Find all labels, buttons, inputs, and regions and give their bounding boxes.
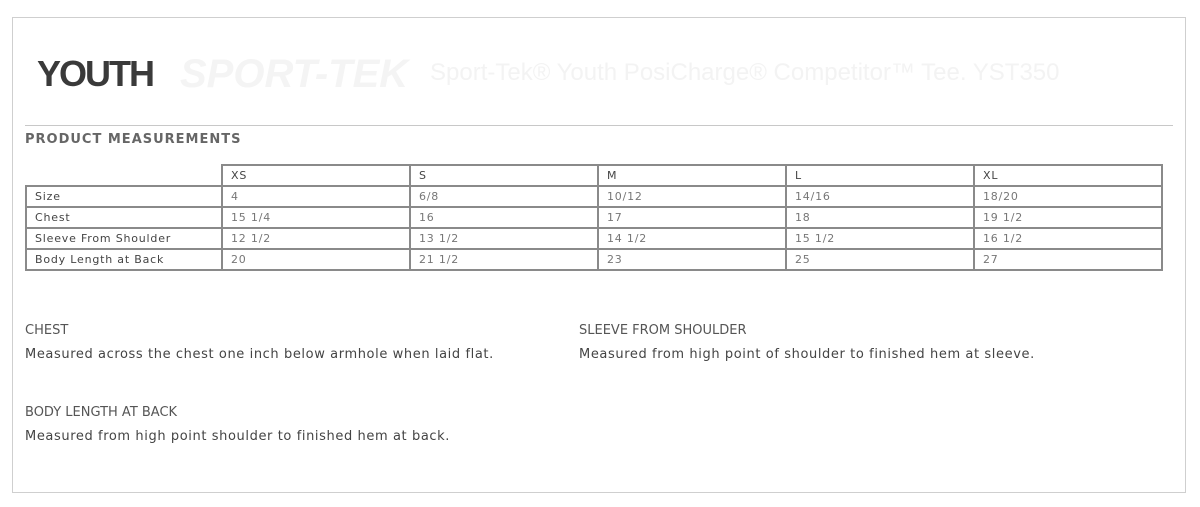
note-title: SLEEVE FROM SHOULDER <box>579 323 747 338</box>
row-label: Body Length at Back <box>25 248 223 271</box>
table-cell: 14/16 <box>785 185 975 208</box>
table-cell: 16 <box>409 206 599 229</box>
table-cell: 15 1/2 <box>785 227 975 250</box>
column-header: XL <box>973 164 1163 187</box>
table-row: Sleeve From Shoulder 12 1/2 13 1/2 14 1/… <box>25 227 1163 250</box>
note-sleeve: SLEEVE FROM SHOULDER Measured from high … <box>579 323 1035 362</box>
product-title: Sport-Tek® Youth PosiCharge® Competitor™… <box>430 59 1060 86</box>
note-chest: CHEST Measured across the chest one inch… <box>25 323 494 362</box>
table-cell: 25 <box>785 248 975 271</box>
note-text: Measured from high point of shoulder to … <box>579 347 1035 362</box>
brand-logo-watermark: SPORT-TEK <box>180 52 409 96</box>
table-cell: 16 1/2 <box>973 227 1163 250</box>
table-cell: 6/8 <box>409 185 599 208</box>
divider <box>25 125 1173 126</box>
table-cell: 14 1/2 <box>597 227 787 250</box>
table-row: Chest 15 1/4 16 17 18 19 1/2 <box>25 206 1163 229</box>
measurements-table: XS S M L XL Size 4 6/8 10/12 14/16 18/20… <box>25 164 1163 271</box>
column-header: XS <box>221 164 411 187</box>
table-header-row: XS S M L XL <box>26 164 1163 187</box>
note-title: CHEST <box>25 323 69 338</box>
table-cell: 18 <box>785 206 975 229</box>
section-title: PRODUCT MEASUREMENTS <box>25 132 242 147</box>
row-label: Sleeve From Shoulder <box>25 227 223 250</box>
table-cell: 19 1/2 <box>973 206 1163 229</box>
table-cell: 10/12 <box>597 185 787 208</box>
table-cell: 17 <box>597 206 787 229</box>
table-row: Body Length at Back 20 21 1/2 23 25 27 <box>25 248 1163 271</box>
column-header: L <box>785 164 975 187</box>
table-cell: 12 1/2 <box>221 227 411 250</box>
table-cell: 18/20 <box>973 185 1163 208</box>
table-cell: 4 <box>221 185 411 208</box>
table-row: Size 4 6/8 10/12 14/16 18/20 <box>25 185 1163 208</box>
table-cell: 20 <box>221 248 411 271</box>
note-text: Measured from high point shoulder to fin… <box>25 429 450 444</box>
row-label: Chest <box>25 206 223 229</box>
size-chart-frame <box>12 17 1186 493</box>
youth-label: YOUTH <box>37 53 155 94</box>
column-header: M <box>597 164 787 187</box>
table-cell: 15 1/4 <box>221 206 411 229</box>
note-text: Measured across the chest one inch below… <box>25 347 494 362</box>
column-header: S <box>409 164 599 187</box>
table-cell: 13 1/2 <box>409 227 599 250</box>
row-label: Size <box>25 185 223 208</box>
note-title: BODY LENGTH AT BACK <box>25 405 178 420</box>
header-blank <box>26 165 222 187</box>
table-cell: 23 <box>597 248 787 271</box>
table-cell: 27 <box>973 248 1163 271</box>
table-cell: 21 1/2 <box>409 248 599 271</box>
note-body-length: BODY LENGTH AT BACK Measured from high p… <box>25 405 450 444</box>
